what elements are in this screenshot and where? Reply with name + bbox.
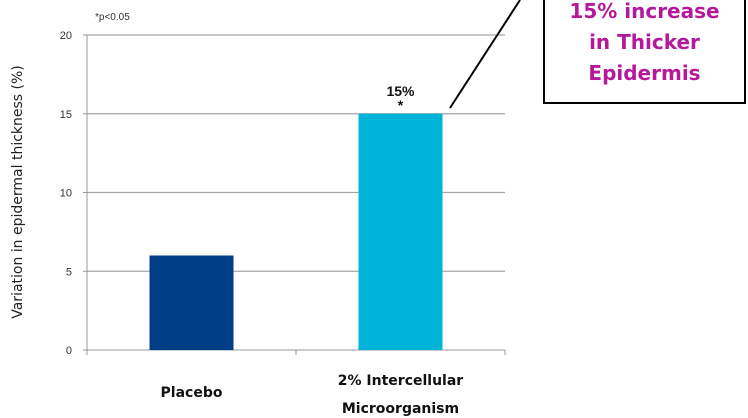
bar-2 — [358, 113, 443, 350]
y-tick-label: 5 — [66, 266, 72, 278]
bar-1 — [149, 255, 234, 350]
significance-marker: * — [398, 97, 404, 113]
y-tick-label: 15 — [60, 109, 72, 121]
x-category-label: 2% Intercellular — [338, 373, 464, 389]
callout-line-2: in Thicker — [589, 30, 700, 54]
callout-line-3: Epidermis — [588, 61, 701, 85]
footnote: *p<0.05 — [95, 12, 130, 23]
callout-pointer — [449, 0, 521, 109]
callout-line-1: 15% increase — [569, 0, 720, 23]
x-category-label: Microorganism — [342, 401, 459, 417]
y-tick-label: 10 — [60, 188, 72, 200]
y-tick-label: 0 — [66, 345, 72, 357]
x-category-label: Placebo — [161, 385, 223, 401]
callout-box: 15% increase in Thicker Epidermis — [543, 0, 746, 104]
y-tick-label: 20 — [60, 30, 72, 42]
data-label: 15% — [386, 83, 415, 99]
y-axis-label: Variation in epidermal thickness (%) — [10, 65, 26, 319]
